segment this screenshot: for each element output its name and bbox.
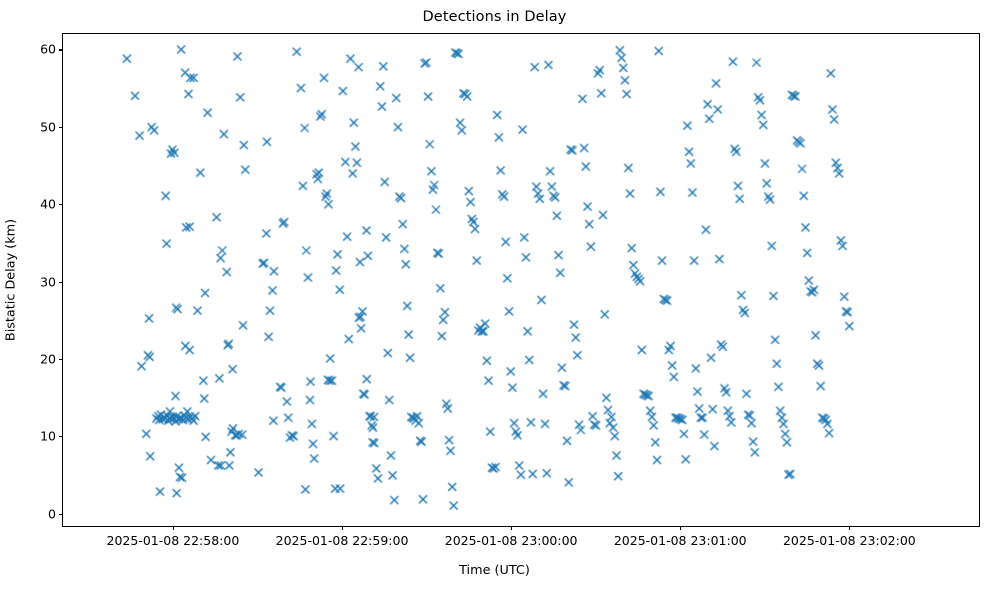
x-axis-tick-label: 2025-01-08 22:59:00 <box>275 533 409 548</box>
x-axis-tick-label: 2025-01-08 23:01:00 <box>613 533 747 548</box>
plot-axes: 0 10 20 30 40 50 60 2025-01-08 22:58:00 2025-01-… <box>40 33 980 548</box>
x-axis-tick-label: 2025-01-08 23:02:00 <box>782 533 916 548</box>
x-axis-tick-mark <box>680 526 682 530</box>
y-axis-tick-label: 10 <box>40 428 56 444</box>
y-axis-tick-mark <box>59 49 63 51</box>
y-axis-tick-label: 40 <box>40 196 56 212</box>
y-axis-tick-mark <box>59 281 63 283</box>
scatter-canvas <box>63 34 979 526</box>
x-axis-tick-label: 2025-01-08 23:00:00 <box>444 533 578 548</box>
x-axis-tick-mark <box>849 526 851 530</box>
page-title: Detections in Delay <box>422 9 567 25</box>
y-axis-tick-mark <box>59 204 63 206</box>
x-axis-tick-mark <box>342 526 344 530</box>
y-axis-tick-mark <box>59 513 63 515</box>
x-axis-label: Time (UTC) <box>459 563 530 578</box>
y-axis-tick-label: 0 <box>48 506 56 522</box>
y-axis-tick-label: 60 <box>40 41 56 57</box>
y-axis-label: Bistatic Delay (km) <box>3 218 19 342</box>
y-axis-tick-mark <box>59 358 63 360</box>
x-axis-tick-mark <box>511 526 513 530</box>
y-axis-tick-label: 30 <box>40 274 56 290</box>
y-axis-tick-mark <box>59 436 63 438</box>
x-axis-tick-label: 2025-01-08 22:58:00 <box>106 533 240 548</box>
y-axis-tick-mark <box>59 126 63 128</box>
x-axis-tick-mark <box>172 526 174 530</box>
y-axis-tick-label: 50 <box>40 119 56 135</box>
y-axis-tick-label: 20 <box>40 351 56 367</box>
